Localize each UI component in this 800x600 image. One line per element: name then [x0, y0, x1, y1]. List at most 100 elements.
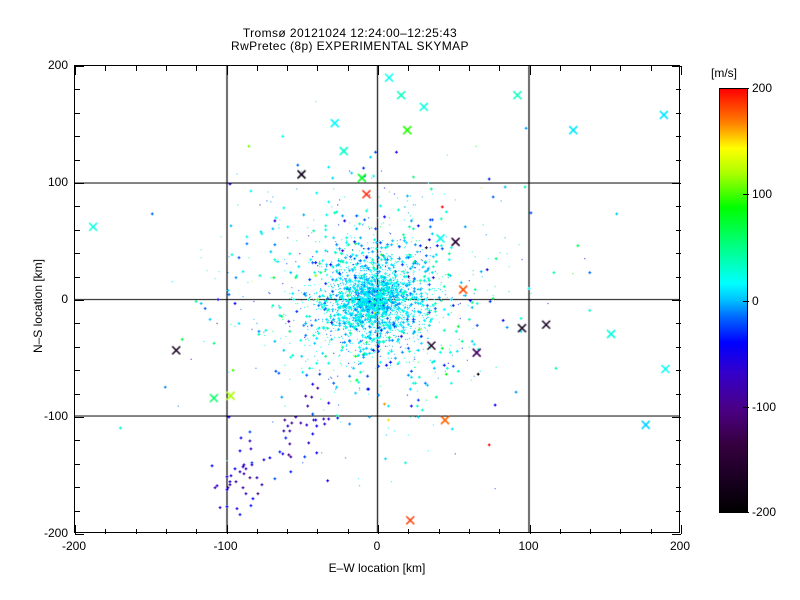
x-tick-mark: [347, 66, 349, 71]
y-tick-mark: [676, 276, 681, 278]
x-tick-mark: [620, 66, 622, 71]
x-tick-mark: [408, 66, 410, 71]
y-tick-mark: [75, 370, 80, 372]
colorbar-tick-mark: [743, 406, 749, 408]
colorbar-tick-mark: [743, 512, 749, 513]
colorbar-tick-label: 100: [752, 187, 773, 202]
colorbar-tick-mark: [743, 300, 749, 302]
y-tick-mark: [676, 112, 681, 114]
y-tick-mark: [75, 159, 80, 161]
x-tick-label: -100: [213, 539, 238, 553]
x-tick-mark: [378, 525, 379, 534]
colorbar-tick-label: -100: [752, 399, 777, 414]
x-tick-mark: [529, 525, 531, 534]
y-tick-mark: [672, 417, 681, 418]
y-tick-mark: [676, 346, 681, 348]
y-tick-mark: [672, 66, 681, 67]
y-tick-mark: [75, 136, 80, 138]
x-tick-mark: [438, 66, 440, 71]
x-tick-mark: [468, 529, 470, 534]
y-tick-mark: [75, 276, 80, 278]
x-tick-mark: [408, 529, 410, 534]
y-tick-label: 100: [47, 175, 68, 189]
x-tick-mark: [287, 66, 289, 71]
x-tick-mark: [287, 529, 289, 534]
y-tick-mark: [75, 440, 80, 442]
x-tick-mark: [499, 529, 501, 534]
y-tick-mark: [75, 393, 80, 395]
colorbar-unit-label: [m/s]: [711, 66, 737, 80]
colorbar-tick-label: 200: [752, 81, 773, 95]
x-tick-label: 100: [518, 539, 539, 553]
x-axis-title: E–W location [km]: [328, 561, 426, 575]
x-tick-mark: [590, 66, 592, 71]
x-tick-mark: [317, 529, 319, 534]
y-tick-mark: [676, 323, 681, 325]
title-line-2: RwPretec (8p) EXPERIMENTAL SKYMAP: [231, 39, 469, 53]
y-tick-mark: [676, 206, 681, 208]
x-tick-mark: [438, 529, 440, 534]
y-axis-title: N–S location [km]: [31, 258, 45, 354]
x-tick-label: 200: [669, 539, 691, 553]
y-tick-mark: [75, 323, 80, 325]
y-tick-label: 200: [47, 58, 68, 72]
y-tick-mark: [672, 534, 681, 535]
x-tick-mark: [165, 529, 167, 534]
y-tick-mark: [676, 159, 681, 161]
x-tick-mark: [681, 525, 682, 534]
x-tick-mark: [559, 66, 561, 71]
x-tick-mark: [317, 66, 319, 71]
y-tick-mark: [672, 183, 681, 184]
y-tick-mark: [676, 229, 681, 231]
y-tick-mark: [676, 393, 681, 395]
x-tick-mark: [529, 66, 531, 75]
x-tick-mark: [135, 66, 137, 71]
x-tick-mark: [196, 529, 198, 534]
y-tick-mark: [75, 89, 80, 91]
title-line-1: Tromsø 20121024 12:24:00–12:25:43: [242, 26, 458, 40]
x-tick-mark: [681, 66, 682, 75]
x-tick-mark: [590, 529, 592, 534]
y-tick-mark: [676, 487, 681, 489]
colorbar-tick-label: 0: [752, 293, 759, 308]
x-tick-mark: [499, 66, 501, 71]
y-tick-label: -200: [43, 526, 68, 540]
y-tick-mark: [676, 510, 681, 512]
y-tick-mark: [75, 112, 80, 114]
y-tick-label: -100: [43, 409, 68, 423]
y-tick-mark: [75, 346, 80, 348]
y-tick-mark: [75, 487, 80, 489]
x-tick-mark: [165, 66, 167, 71]
y-tick-mark: [75, 510, 80, 512]
y-tick-mark: [672, 300, 681, 301]
x-tick-mark: [650, 66, 652, 71]
y-tick-mark: [75, 66, 84, 67]
x-tick-mark: [105, 66, 107, 71]
y-tick-mark: [676, 463, 681, 465]
x-tick-mark: [226, 525, 228, 534]
x-tick-label: -200: [61, 539, 87, 553]
x-tick-mark: [256, 529, 258, 534]
x-tick-mark: [378, 66, 379, 75]
y-tick-mark: [75, 253, 80, 255]
x-tick-mark: [347, 529, 349, 534]
y-tick-mark: [676, 136, 681, 138]
y-tick-mark: [75, 463, 80, 465]
x-tick-label: 0: [373, 539, 381, 553]
x-tick-mark: [226, 66, 228, 75]
x-tick-mark: [256, 66, 258, 71]
colorbar: [m/s] 200 100 0 -100 -200: [711, 66, 799, 519]
y-tick-mark: [75, 206, 80, 208]
y-tick-mark: [75, 300, 84, 301]
scatter-plot-area: [74, 65, 682, 535]
y-tick-mark: [676, 89, 681, 91]
colorbar-tick-mark: [743, 194, 749, 196]
y-tick-label: 0: [61, 292, 68, 306]
colorbar-tick-mark: [743, 88, 749, 89]
y-tick-mark: [75, 183, 84, 184]
x-tick-mark: [620, 529, 622, 534]
y-tick-mark: [676, 253, 681, 255]
x-tick-mark: [135, 529, 137, 534]
x-tick-mark: [468, 66, 470, 71]
